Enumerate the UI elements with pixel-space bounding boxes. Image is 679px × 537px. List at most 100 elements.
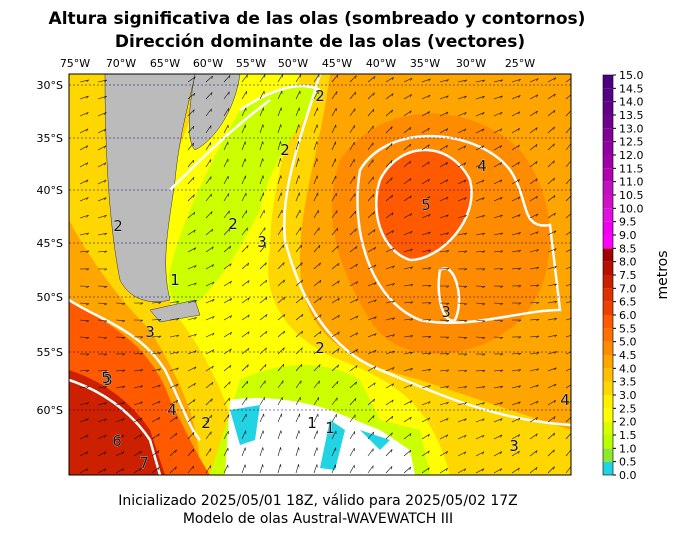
vector-head xyxy=(427,450,430,454)
vector xyxy=(565,416,571,423)
vector xyxy=(475,250,485,253)
colorbar-bin xyxy=(603,315,613,329)
vector-head xyxy=(176,334,179,338)
vector xyxy=(79,302,89,305)
vector xyxy=(385,177,393,185)
vector xyxy=(241,227,248,236)
vector-head xyxy=(316,464,318,468)
vector-head xyxy=(409,213,413,217)
vector xyxy=(421,249,431,253)
vector-head xyxy=(410,77,413,81)
vector-head xyxy=(428,417,431,421)
vector-head xyxy=(500,303,504,306)
vector xyxy=(565,231,571,236)
vector-head xyxy=(428,78,431,82)
colorbar-bin xyxy=(603,301,613,315)
vector-head xyxy=(193,109,195,113)
vector xyxy=(331,91,338,100)
vector xyxy=(79,232,89,236)
vector-head xyxy=(104,79,107,83)
vector-head xyxy=(212,299,215,302)
vector xyxy=(439,111,449,117)
vector xyxy=(421,433,430,440)
vector xyxy=(547,126,555,134)
vector-head xyxy=(391,416,394,420)
vector xyxy=(277,262,285,270)
contour-label: 1 xyxy=(307,414,317,432)
vector xyxy=(511,128,520,134)
vector xyxy=(115,369,125,372)
vector-head xyxy=(374,282,377,285)
vector-head xyxy=(336,74,338,78)
vector xyxy=(457,197,467,202)
colorbar-tick-label: 7.5 xyxy=(619,269,637,282)
vector xyxy=(439,418,449,423)
vector-head xyxy=(211,264,215,268)
vector xyxy=(331,74,338,83)
vector-head xyxy=(392,300,395,304)
vector-head xyxy=(409,433,412,437)
vector xyxy=(79,112,89,117)
vector xyxy=(277,380,284,389)
vector xyxy=(349,228,357,236)
vector-head xyxy=(428,319,432,322)
footer: Inicializado 2025/05/01 18Z, válido para… xyxy=(118,493,517,509)
vector-head xyxy=(337,263,340,267)
vector-head xyxy=(517,144,520,148)
vector xyxy=(529,467,538,474)
vector xyxy=(313,141,318,151)
vector-head xyxy=(482,179,485,183)
vector xyxy=(457,95,467,100)
vector-head xyxy=(517,128,520,132)
lon-label: 30°W xyxy=(456,57,486,70)
vector-head xyxy=(554,351,557,354)
vector xyxy=(331,210,338,219)
vector xyxy=(367,316,377,321)
vector-head xyxy=(482,250,486,254)
vector-head xyxy=(464,268,468,271)
vector xyxy=(151,335,161,338)
vector xyxy=(277,141,281,151)
vector-head xyxy=(536,301,540,305)
vector-head xyxy=(464,320,468,323)
vector xyxy=(349,348,358,355)
colorbar-bin xyxy=(603,195,613,209)
vector xyxy=(223,381,231,389)
vector xyxy=(349,431,356,440)
vector-head xyxy=(464,451,467,455)
vector xyxy=(205,299,215,304)
vector-head xyxy=(464,112,467,115)
vector-head xyxy=(482,128,485,132)
vector xyxy=(151,450,160,457)
zone xyxy=(69,370,165,475)
vector xyxy=(259,397,265,406)
vector xyxy=(529,433,538,440)
contour-label: 6 xyxy=(112,432,122,450)
vector xyxy=(475,451,485,457)
vector-head xyxy=(282,364,285,368)
vector-head xyxy=(280,175,282,179)
vector xyxy=(313,262,321,270)
vector xyxy=(403,284,413,287)
vector xyxy=(295,209,301,219)
vector xyxy=(403,94,412,100)
vector-head xyxy=(554,283,557,287)
colorbar-bin xyxy=(603,221,613,235)
vector-head xyxy=(391,126,393,130)
vector xyxy=(295,464,299,474)
vector xyxy=(187,125,195,134)
vector xyxy=(313,347,321,355)
vector xyxy=(295,141,299,151)
vector-head xyxy=(553,177,555,181)
vector xyxy=(277,396,283,406)
vector xyxy=(547,449,555,457)
vector-head xyxy=(104,337,108,340)
vector-head xyxy=(280,158,282,162)
vector xyxy=(223,75,231,83)
colorbar-bin xyxy=(603,368,613,382)
lon-label: 75°W xyxy=(60,57,90,70)
vector xyxy=(241,364,249,372)
vector-head xyxy=(265,347,267,351)
vector-head xyxy=(104,353,108,356)
vector-head xyxy=(500,250,504,253)
